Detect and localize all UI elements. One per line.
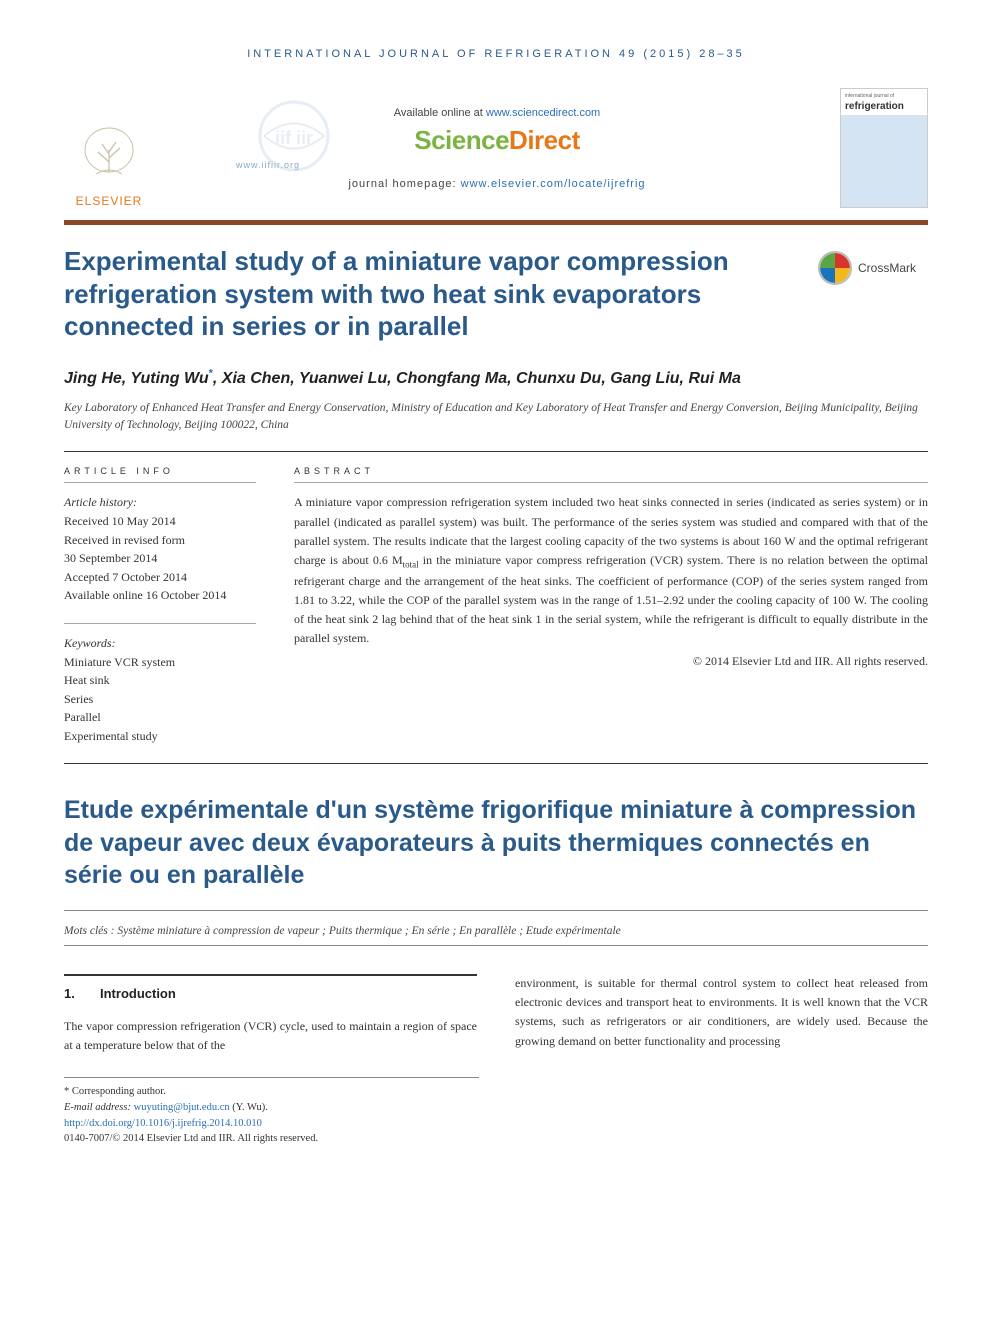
corresponding-author: * Corresponding author.: [64, 1084, 479, 1100]
history-line: Available online 16 October 2014: [64, 586, 256, 605]
body-col-right: environment, is suitable for thermal con…: [515, 974, 928, 1055]
authors-text: Jing He, Yuting Wu*, Xia Chen, Yuanwei L…: [64, 370, 741, 387]
article-title: Experimental study of a miniature vapor …: [64, 245, 798, 343]
elsevier-tree-icon: [74, 122, 144, 192]
abstract-copyright: © 2014 Elsevier Ltd and IIR. All rights …: [294, 654, 928, 669]
crossmark-icon: [818, 251, 852, 285]
history-line: Received in revised form: [64, 531, 256, 550]
history-line: Accepted 7 October 2014: [64, 568, 256, 587]
keyword: Experimental study: [64, 727, 256, 746]
svg-text:iif iir: iif iir: [275, 128, 313, 148]
body-columns: 1.Introduction The vapor compression ref…: [64, 974, 928, 1055]
rule-3: [64, 910, 928, 911]
article-info-head: article info: [64, 466, 256, 476]
journal-header: ELSEVIER iif iir www.iifiir.org Availabl…: [64, 88, 928, 208]
sciencedirect-logo: ScienceDirect: [414, 125, 580, 156]
crossmark-badge[interactable]: CrossMark: [818, 251, 928, 285]
issn-copyright: 0140-7007/© 2014 Elsevier Ltd and IIR. A…: [64, 1131, 479, 1147]
rule-1: [64, 451, 928, 452]
mots-label: Mots clés :: [64, 925, 117, 937]
sd-word-2: Direct: [509, 125, 580, 155]
article-info-block: Article history: Received 10 May 2014 Re…: [64, 493, 256, 745]
history-line: Received 10 May 2014: [64, 512, 256, 531]
sciencedirect-link[interactable]: www.sciencedirect.com: [486, 107, 600, 119]
page: international journal of refrigeration 4…: [0, 0, 992, 1187]
homepage-label: journal homepage:: [348, 178, 460, 190]
affiliation: Key Laboratory of Enhanced Heat Transfer…: [64, 400, 928, 433]
kw-rule: [64, 623, 256, 624]
email-who: (Y. Wu).: [230, 1102, 268, 1113]
abstract-text: A miniature vapor compression refrigerat…: [294, 493, 928, 648]
sd-word-1: Science: [414, 125, 509, 155]
keyword: Heat sink: [64, 671, 256, 690]
keyword: Series: [64, 690, 256, 709]
email-line: E-mail address: wuyuting@bjut.edu.cn (Y.…: [64, 1100, 479, 1116]
title-rule: [64, 220, 928, 225]
cover-title: refrigeration: [845, 101, 923, 112]
french-title: Etude expérimentale d'un système frigori…: [64, 794, 928, 892]
running-head: international journal of refrigeration 4…: [64, 48, 928, 60]
title-row: Experimental study of a miniature vapor …: [64, 245, 928, 343]
available-online: Available online at www.sciencedirect.co…: [394, 107, 600, 119]
keywords-label: Keywords:: [64, 634, 256, 653]
available-label: Available online at: [394, 107, 486, 119]
history-label: Article history:: [64, 493, 256, 512]
article-info-col: article info Article history: Received 1…: [64, 466, 256, 745]
abstract-col: abstract A miniature vapor compression r…: [294, 466, 928, 745]
crossmark-label: CrossMark: [858, 261, 916, 275]
rule-4: [64, 945, 928, 946]
journal-homepage: journal homepage: www.elsevier.com/locat…: [348, 178, 645, 190]
article-info-rule: [64, 482, 256, 483]
email-label: E-mail address:: [64, 1102, 134, 1113]
author-list: Jing He, Yuting Wu*, Xia Chen, Yuanwei L…: [64, 367, 928, 391]
history-line: 30 September 2014: [64, 549, 256, 568]
homepage-link[interactable]: www.elsevier.com/locate/ijrefrig: [461, 178, 646, 190]
keyword: Parallel: [64, 708, 256, 727]
abstract-head: abstract: [294, 466, 928, 476]
info-abstract-row: article info Article history: Received 1…: [64, 466, 928, 745]
keyword: Miniature VCR system: [64, 653, 256, 672]
mots-list: Système miniature à compression de vapeu…: [117, 925, 620, 937]
section-number: 1.: [64, 984, 100, 1005]
elsevier-wordmark: ELSEVIER: [76, 194, 143, 208]
body-para: environment, is suitable for thermal con…: [515, 974, 928, 1051]
body-para: The vapor compression refrigeration (VCR…: [64, 1017, 477, 1055]
author-email-link[interactable]: wuyuting@bjut.edu.cn: [134, 1102, 230, 1113]
header-center: iif iir www.iifiir.org Available online …: [174, 88, 820, 208]
journal-cover-thumb: international journal of refrigeration: [840, 88, 928, 208]
section-heading: 1.Introduction: [64, 974, 477, 1005]
rule-2: [64, 763, 928, 764]
body-col-left: 1.Introduction The vapor compression ref…: [64, 974, 477, 1055]
mots-cles: Mots clés : Système miniature à compress…: [64, 925, 928, 937]
elsevier-logo: ELSEVIER: [64, 88, 154, 208]
section-title: Introduction: [100, 986, 176, 1001]
footnotes: * Corresponding author. E-mail address: …: [64, 1077, 479, 1147]
doi-link[interactable]: http://dx.doi.org/10.1016/j.ijrefrig.201…: [64, 1118, 262, 1129]
cover-overline: international journal of: [845, 93, 923, 99]
iifiir-url: www.iifiir.org: [236, 160, 300, 170]
abstract-rule: [294, 482, 928, 483]
